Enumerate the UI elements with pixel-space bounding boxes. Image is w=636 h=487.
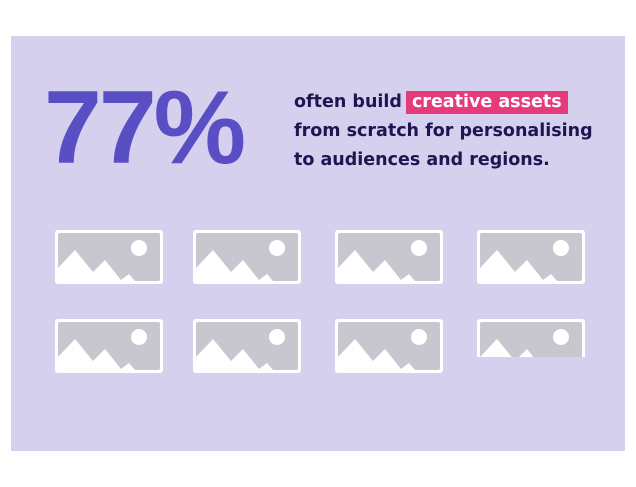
image-placeholder [193, 319, 301, 373]
image-placeholder [193, 230, 301, 284]
copy: often build creative assets from scratch … [294, 88, 593, 175]
stat: 77% [44, 70, 246, 186]
highlight: creative assets [405, 91, 568, 114]
copy-line: from scratch for personalising [294, 121, 593, 141]
image-placeholder [55, 230, 163, 284]
copy-line: often build creative assets [294, 88, 593, 117]
copy-text: often build [294, 92, 402, 112]
image-placeholder [477, 319, 585, 357]
image-placeholder [335, 319, 443, 373]
image-placeholder [55, 319, 163, 373]
copy-line: to audiences and regions. [294, 150, 550, 170]
image-placeholder [477, 230, 585, 284]
image-placeholder [335, 230, 443, 284]
